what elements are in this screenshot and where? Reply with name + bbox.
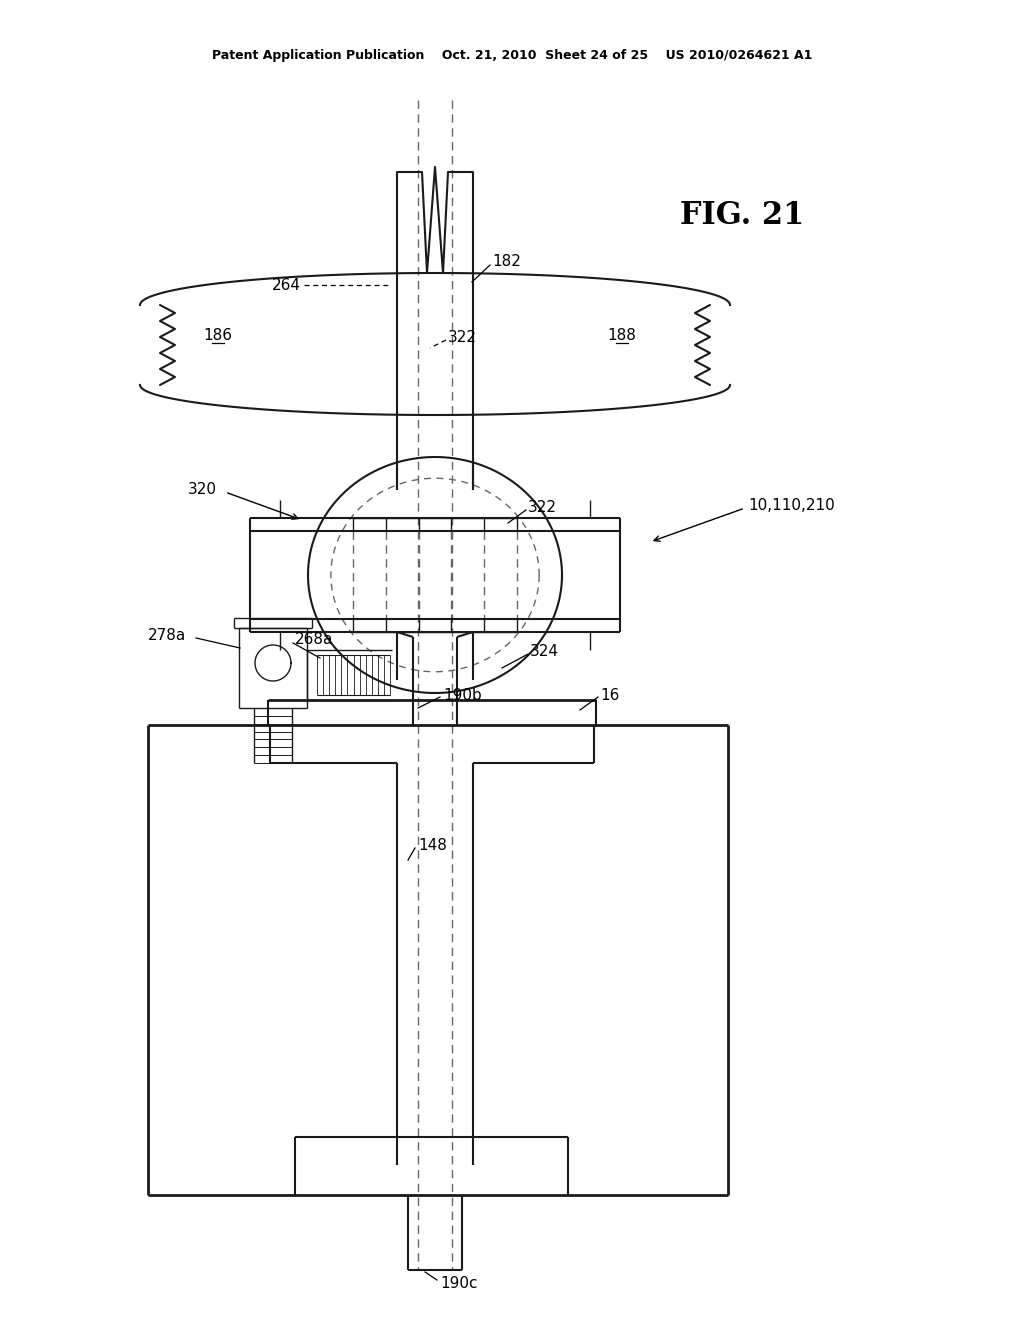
Text: 322: 322 xyxy=(449,330,477,346)
Text: 322: 322 xyxy=(528,500,557,516)
Text: 268a: 268a xyxy=(295,632,334,648)
Text: Patent Application Publication    Oct. 21, 2010  Sheet 24 of 25    US 2010/02646: Patent Application Publication Oct. 21, … xyxy=(212,49,812,62)
Text: FIG. 21: FIG. 21 xyxy=(680,199,804,231)
Text: 186: 186 xyxy=(204,327,232,342)
Text: 190b: 190b xyxy=(443,688,481,702)
Text: 148: 148 xyxy=(418,837,446,853)
Text: 278a: 278a xyxy=(148,628,186,644)
Text: 320: 320 xyxy=(188,483,217,498)
Text: 188: 188 xyxy=(607,327,637,342)
Text: 324: 324 xyxy=(530,644,559,660)
Text: 16: 16 xyxy=(600,688,620,702)
Text: 182: 182 xyxy=(492,255,521,269)
Text: 264: 264 xyxy=(272,277,301,293)
Text: 190c: 190c xyxy=(440,1275,477,1291)
Text: 10,110,210: 10,110,210 xyxy=(748,498,835,512)
